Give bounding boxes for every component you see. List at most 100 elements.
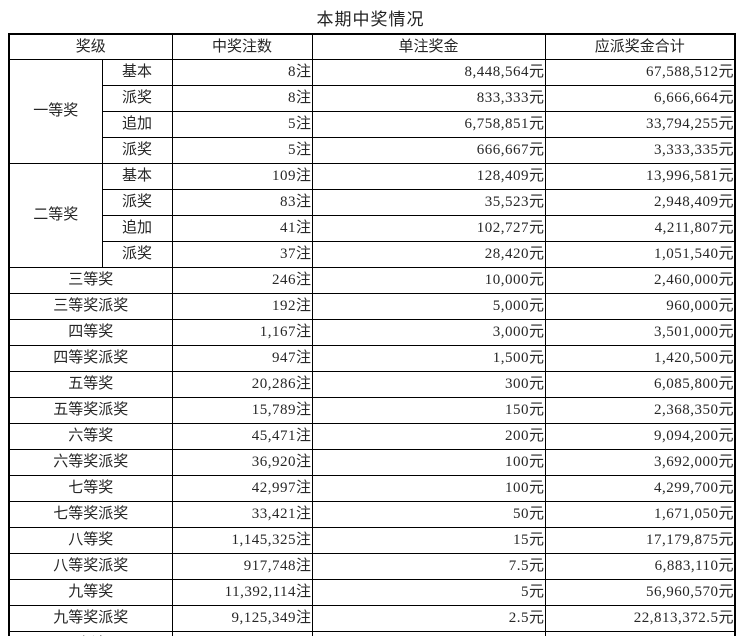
single-prize-cell: 300元 <box>311 371 546 398</box>
prize-level-cell: 八等奖派奖 <box>8 553 173 580</box>
single-prize-cell: 10,000元 <box>311 267 546 294</box>
prize-level-cell: 三等奖 <box>8 267 173 294</box>
grand-total-payout-cell: 272,980,630.5元 <box>544 631 736 636</box>
prize-subtype: 派奖 <box>101 85 173 112</box>
table-row: 四等奖派奖 947注 1,500元 1,420,500元 <box>8 345 736 372</box>
single-prize-cell: 2.5元 <box>311 605 546 632</box>
single-prize-cell: 102,727元 <box>311 215 546 242</box>
prize-level-cell: 五等奖派奖 <box>8 397 173 424</box>
col-header-total-payout: 应派奖金合计 <box>544 33 736 60</box>
total-payout-cell: 9,094,200元 <box>544 423 736 450</box>
bet-count-cell: 83注 <box>171 189 313 216</box>
prize-level-cell: 九等奖 <box>8 579 173 606</box>
prize-subtype: 派奖 <box>101 137 173 164</box>
table-row: 三等奖 246注 10,000元 2,460,000元 <box>8 267 736 294</box>
total-payout-cell: 960,000元 <box>544 293 736 320</box>
total-payout-cell: 4,299,700元 <box>544 475 736 502</box>
prize-level-cell: 九等奖派奖 <box>8 605 173 632</box>
table-row: 八等奖 1,145,325注 15元 17,179,875元 <box>8 527 736 554</box>
bet-count-cell: 42,997注 <box>171 475 313 502</box>
prize-subtype: 派奖 <box>101 189 173 216</box>
col-header-prize-level: 奖级 <box>8 33 173 60</box>
total-label-cell: 合计 <box>8 631 173 636</box>
table-row: 五等奖 20,286注 300元 6,085,800元 <box>8 371 736 398</box>
page-title: 本期中奖情况 <box>316 10 425 29</box>
prize-level-cell: 三等奖派奖 <box>8 293 173 320</box>
single-prize-cell: 15元 <box>311 527 546 554</box>
bet-count-cell: 9,125,349注 <box>171 605 313 632</box>
bet-count-cell: 109注 <box>171 163 313 190</box>
single-prize-cell: 666,667元 <box>311 137 546 164</box>
prize-subtype: 追加 <box>101 215 173 242</box>
table-row-second-prize-basic: 二等奖 基本 109注 128,409元 13,996,581元 <box>8 163 736 268</box>
table-row-second-prize-bonus: 派奖 83注 35,523元 2,948,409元 <box>9 189 736 216</box>
single-prize-cell: 200元 <box>311 423 546 450</box>
total-payout-cell: 3,333,335元 <box>544 137 736 164</box>
total-payout-cell: 2,368,350元 <box>544 397 736 424</box>
bet-count-cell: 8注 <box>171 85 313 112</box>
prize-breakdown-table: 奖级 中奖注数 单注奖金 应派奖金合计 一等奖 基本 8注 8,448,564元… <box>8 33 737 636</box>
bet-count-cell: 8注 <box>171 59 313 86</box>
table-row: 七等奖 42,997注 100元 4,299,700元 <box>8 475 736 502</box>
table-row: 五等奖派奖 15,789注 150元 2,368,350元 <box>8 397 736 424</box>
prize-group-label-first: 一等奖 <box>8 59 103 164</box>
total-payout-cell: 2,460,000元 <box>544 267 736 294</box>
prize-level-cell: 六等奖派奖 <box>8 449 173 476</box>
total-payout-cell: 22,813,372.5元 <box>544 605 736 632</box>
table-row: 三等奖派奖 192注 5,000元 960,000元 <box>8 293 736 320</box>
header-row: 奖级 中奖注数 单注奖金 应派奖金合计 <box>8 33 736 60</box>
prize-level-cell: 四等奖 <box>8 319 173 346</box>
table-row: 八等奖派奖 917,748注 7.5元 6,883,110元 <box>8 553 736 580</box>
single-prize-cell: 100元 <box>311 449 546 476</box>
bet-count-cell: 33,421注 <box>171 501 313 528</box>
table-row: 四等奖 1,167注 3,000元 3,501,000元 <box>8 319 736 346</box>
prize-subtype: 基本 <box>101 59 173 86</box>
total-payout-cell: 56,960,570元 <box>544 579 736 606</box>
single-prize-cell: 128,409元 <box>311 163 546 190</box>
col-header-bet-count: 中奖注数 <box>171 33 313 60</box>
total-payout-cell: 33,794,255元 <box>544 111 736 138</box>
table-row: 六等奖 45,471注 200元 9,094,200元 <box>8 423 736 450</box>
prize-level-cell: 六等奖 <box>8 423 173 450</box>
table-row-first-prize-additional-bonus: 派奖 5注 666,667元 3,333,335元 <box>9 137 736 164</box>
single-prize-cell: 6,758,851元 <box>311 111 546 138</box>
bet-count-cell: 947注 <box>171 345 313 372</box>
total-payout-cell: 1,051,540元 <box>544 241 736 268</box>
bet-count-cell: 1,145,325注 <box>171 527 313 554</box>
bet-count-cell: 11,392,114注 <box>171 579 313 606</box>
prize-level-cell: 八等奖 <box>8 527 173 554</box>
total-payout-cell: 4,211,807元 <box>544 215 736 242</box>
col-header-single-prize: 单注奖金 <box>311 33 546 60</box>
total-single-prize-cell: --- <box>311 631 546 636</box>
bet-count-cell: 45,471注 <box>171 423 313 450</box>
single-prize-cell: 833,333元 <box>311 85 546 112</box>
total-payout-cell: 1,420,500元 <box>544 345 736 372</box>
single-prize-cell: 50元 <box>311 501 546 528</box>
bet-count-cell: 5注 <box>171 111 313 138</box>
total-payout-cell: 3,501,000元 <box>544 319 736 346</box>
total-payout-cell: 6,085,800元 <box>544 371 736 398</box>
total-bet-count-cell: --- <box>171 631 313 636</box>
prize-level-cell: 四等奖派奖 <box>8 345 173 372</box>
single-prize-cell: 3,000元 <box>311 319 546 346</box>
total-payout-cell: 17,179,875元 <box>544 527 736 554</box>
total-payout-cell: 1,671,050元 <box>544 501 736 528</box>
single-prize-cell: 150元 <box>311 397 546 424</box>
prize-subtype: 追加 <box>101 111 173 138</box>
total-row: 合计 --- --- 272,980,630.5元 <box>8 631 736 636</box>
table-row: 九等奖 11,392,114注 5元 56,960,570元 <box>8 579 736 606</box>
total-payout-cell: 2,948,409元 <box>544 189 736 216</box>
single-prize-cell: 100元 <box>311 475 546 502</box>
bet-count-cell: 37注 <box>171 241 313 268</box>
single-prize-cell: 35,523元 <box>311 189 546 216</box>
single-prize-cell: 7.5元 <box>311 553 546 580</box>
prize-level-cell: 五等奖 <box>8 371 173 398</box>
prize-subtype: 派奖 <box>101 241 173 268</box>
table-row-first-prize-bonus: 派奖 8注 833,333元 6,666,664元 <box>9 85 736 112</box>
table-row: 九等奖派奖 9,125,349注 2.5元 22,813,372.5元 <box>8 605 736 632</box>
total-payout-cell: 13,996,581元 <box>544 163 736 190</box>
prize-level-cell: 七等奖派奖 <box>8 501 173 528</box>
bet-count-cell: 1,167注 <box>171 319 313 346</box>
table-row: 七等奖派奖 33,421注 50元 1,671,050元 <box>8 501 736 528</box>
single-prize-cell: 5元 <box>311 579 546 606</box>
